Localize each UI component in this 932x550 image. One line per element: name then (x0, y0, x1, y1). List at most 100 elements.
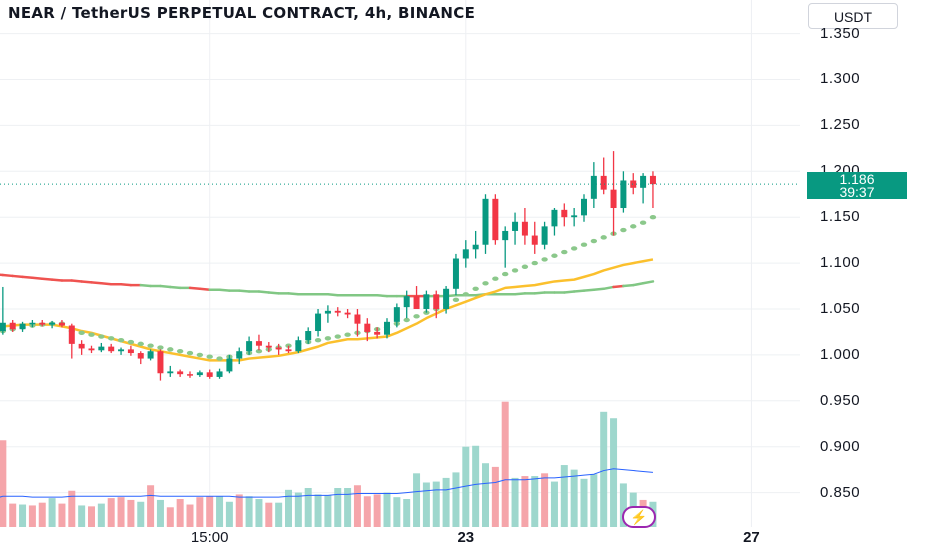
candle-body (285, 349, 292, 352)
candle-body (265, 345, 272, 348)
candle-body (590, 175, 597, 199)
ma-long-segment (582, 288, 596, 292)
ma-long-segment (572, 289, 586, 293)
volume-bar (196, 497, 204, 527)
ma-long-segment (21, 275, 34, 280)
volume-bar (610, 418, 618, 527)
psar-dot (324, 336, 332, 341)
price-tick-label: 0.900 (820, 437, 861, 455)
volume-bar (28, 505, 36, 527)
candle-body (364, 323, 371, 332)
candle-body (118, 349, 125, 352)
volume-bar (383, 492, 391, 527)
ma-long-segment (632, 282, 645, 287)
psar-dot (413, 314, 420, 319)
volume-bar (206, 496, 214, 527)
ma-long-segment (267, 291, 280, 295)
candle-body (58, 322, 65, 326)
psar-dot (157, 345, 164, 350)
volume-bar (462, 446, 470, 527)
candle-body (167, 371, 174, 374)
ma-long-segment (326, 293, 339, 297)
candle-body (49, 322, 56, 325)
psar-dot (314, 338, 322, 343)
volume-bar (186, 504, 194, 527)
currency-button[interactable]: USDT (808, 3, 898, 29)
volume-bar (9, 503, 17, 527)
volume-bar (97, 503, 105, 527)
volume-bar (403, 499, 411, 527)
candle-body (226, 358, 233, 372)
ma-long-segment (287, 292, 300, 296)
psar-dot (285, 343, 292, 348)
ma-short-line (0, 258, 654, 362)
psar-dot (600, 235, 607, 240)
psar-dot (206, 354, 213, 359)
price-tick-label: 1.050 (820, 299, 861, 317)
ma-long-segment (41, 277, 54, 281)
psar-dot (472, 286, 479, 291)
volume-bar (156, 499, 164, 527)
candle-body (127, 349, 134, 354)
volume-bar (216, 496, 224, 527)
lightning-icon[interactable]: ⚡ (622, 506, 656, 528)
psar-dot (502, 271, 509, 277)
psar-dot (630, 224, 637, 229)
last-price-value: 1.186 (839, 171, 875, 187)
psar-dot (521, 264, 529, 269)
volume-bar (19, 504, 27, 527)
volume-bar (491, 466, 499, 527)
price-tick-label: 1.150 (820, 208, 861, 226)
volume-bar (304, 488, 312, 527)
volume-bar (442, 477, 450, 527)
volume-bar (531, 476, 539, 527)
candle-body (521, 221, 528, 236)
volume-bar (432, 481, 440, 527)
volume-bar (521, 476, 529, 527)
candle-body (462, 249, 469, 259)
psar-dot (531, 260, 538, 266)
price-tick-label: 1.000 (820, 345, 861, 363)
volume-bar (590, 474, 598, 527)
candle-body (374, 331, 381, 335)
psar-dot (580, 242, 588, 247)
candle-body (236, 351, 243, 359)
ma-long-segment (375, 293, 389, 298)
candle-body (640, 175, 647, 188)
candle-body (334, 310, 341, 313)
candle-body (157, 351, 164, 374)
volume-bar (353, 485, 361, 527)
candle-body (68, 325, 75, 344)
candle-body (452, 258, 459, 289)
candle-body (177, 371, 184, 375)
candle-body (88, 348, 95, 351)
psar-dot (117, 338, 125, 343)
volume-bar (78, 505, 86, 527)
volume-bar (541, 473, 549, 527)
volume-bar (88, 506, 95, 527)
price-tick-label: 0.850 (820, 483, 861, 501)
volume-bar (324, 495, 332, 527)
candle-body (147, 351, 154, 359)
volume-bar (393, 497, 401, 527)
candle-body (482, 198, 489, 245)
ma-long-segment (612, 284, 625, 289)
ma-long-segment (70, 279, 83, 283)
psar-dot (511, 268, 519, 273)
volume-bar (137, 501, 145, 527)
volume-bar (117, 497, 125, 527)
psar-dot (147, 343, 154, 348)
psar-dot (78, 330, 85, 336)
psar-dot (98, 334, 105, 339)
psar-dot (196, 352, 204, 358)
ma-long-segment (1, 273, 14, 278)
ma-long-segment (159, 284, 172, 289)
candle-body (531, 235, 538, 245)
ma-long-segment (90, 281, 103, 285)
volume-bar (373, 494, 381, 527)
candle-body (620, 180, 627, 209)
psar-dot (551, 253, 558, 258)
candle-body (206, 372, 213, 377)
